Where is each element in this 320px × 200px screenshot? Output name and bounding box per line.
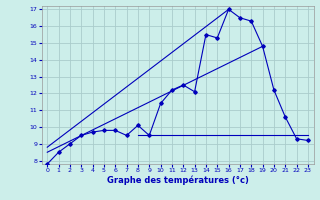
X-axis label: Graphe des températures (°c): Graphe des températures (°c)	[107, 176, 249, 185]
